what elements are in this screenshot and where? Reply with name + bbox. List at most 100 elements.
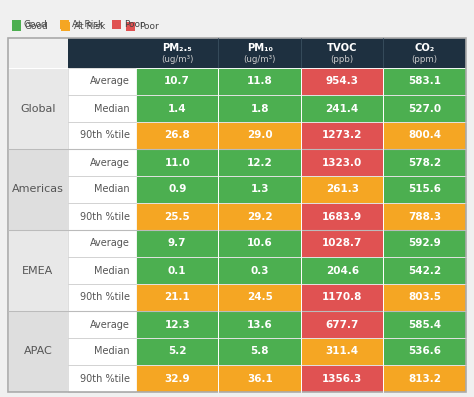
Text: 36.1: 36.1	[247, 374, 273, 384]
Text: 536.6: 536.6	[408, 347, 441, 357]
Bar	[60, 20, 69, 29]
Bar	[68, 311, 136, 338]
Text: Average: Average	[90, 158, 130, 168]
Text: 954.3: 954.3	[326, 77, 359, 87]
Bar	[68, 95, 136, 122]
Text: 1273.2: 1273.2	[322, 131, 363, 141]
Text: Americas: Americas	[12, 185, 64, 195]
Text: 1683.9: 1683.9	[322, 212, 362, 222]
Text: Poor: Poor	[139, 22, 159, 31]
Text: 585.4: 585.4	[408, 320, 441, 330]
Bar	[383, 149, 466, 176]
Text: 13.6: 13.6	[247, 320, 273, 330]
Text: 788.3: 788.3	[408, 212, 441, 222]
Text: 813.2: 813.2	[408, 374, 441, 384]
Text: 241.4: 241.4	[326, 104, 359, 114]
Text: 21.1: 21.1	[164, 293, 190, 303]
Text: 1.8: 1.8	[250, 104, 269, 114]
Text: 11.8: 11.8	[247, 77, 273, 87]
Text: CO₂: CO₂	[415, 42, 435, 52]
Bar	[68, 149, 136, 176]
Text: TVOC: TVOC	[327, 42, 357, 52]
Bar	[219, 257, 301, 284]
Bar	[219, 176, 301, 203]
Bar	[127, 22, 136, 31]
Bar	[219, 284, 301, 311]
Bar	[136, 311, 219, 338]
Text: APAC: APAC	[24, 347, 52, 357]
Text: 1.4: 1.4	[168, 104, 187, 114]
Text: 25.5: 25.5	[164, 212, 190, 222]
Bar	[301, 122, 383, 149]
Text: 542.2: 542.2	[408, 266, 441, 276]
Bar	[8, 230, 68, 311]
Bar	[383, 284, 466, 311]
Bar	[8, 68, 68, 149]
Bar	[301, 311, 383, 338]
Text: 800.4: 800.4	[408, 131, 441, 141]
Text: At Risk: At Risk	[74, 22, 105, 31]
Bar	[136, 176, 219, 203]
Text: 32.9: 32.9	[164, 374, 190, 384]
Bar	[301, 338, 383, 365]
Text: 204.6: 204.6	[326, 266, 359, 276]
Bar	[219, 149, 301, 176]
Text: 1170.8: 1170.8	[322, 293, 363, 303]
Bar	[219, 311, 301, 338]
Bar	[219, 203, 301, 230]
Bar	[68, 338, 136, 365]
Text: 803.5: 803.5	[408, 293, 441, 303]
Text: (ug/m³): (ug/m³)	[161, 55, 193, 64]
Bar	[68, 38, 466, 68]
Text: Average: Average	[90, 77, 130, 87]
Text: 10.7: 10.7	[164, 77, 190, 87]
Text: 0.1: 0.1	[168, 266, 186, 276]
Bar	[8, 311, 68, 392]
Bar	[383, 257, 466, 284]
Text: 24.5: 24.5	[247, 293, 273, 303]
Bar	[301, 203, 383, 230]
Bar	[383, 230, 466, 257]
Text: (ug/m³): (ug/m³)	[244, 55, 276, 64]
Bar	[301, 149, 383, 176]
Text: 5.2: 5.2	[168, 347, 186, 357]
Bar	[61, 22, 70, 31]
Bar	[383, 176, 466, 203]
Text: 592.9: 592.9	[409, 239, 441, 249]
Text: 29.0: 29.0	[247, 131, 273, 141]
Bar	[301, 176, 383, 203]
Text: Poor: Poor	[124, 20, 144, 29]
Bar	[219, 365, 301, 392]
Text: PM₂.₅: PM₂.₅	[163, 42, 192, 52]
Text: 527.0: 527.0	[408, 104, 441, 114]
Text: Median: Median	[94, 104, 130, 114]
Bar	[136, 365, 219, 392]
Text: 578.2: 578.2	[408, 158, 441, 168]
Bar	[136, 230, 219, 257]
Bar	[8, 38, 466, 392]
Text: 90th %tile: 90th %tile	[80, 212, 130, 222]
Bar	[301, 257, 383, 284]
Bar	[136, 95, 219, 122]
Bar	[301, 68, 383, 95]
Text: Global: Global	[20, 104, 56, 114]
Bar	[383, 68, 466, 95]
Bar	[12, 22, 21, 31]
Bar	[301, 230, 383, 257]
Bar	[136, 257, 219, 284]
Bar	[68, 230, 136, 257]
Bar	[136, 68, 219, 95]
Text: 1028.7: 1028.7	[322, 239, 363, 249]
Bar	[8, 149, 68, 230]
Text: 0.3: 0.3	[250, 266, 269, 276]
Bar	[219, 338, 301, 365]
Text: EMEA: EMEA	[22, 266, 54, 276]
Bar	[219, 95, 301, 122]
Bar	[68, 68, 136, 95]
Bar	[383, 122, 466, 149]
Text: 1323.0: 1323.0	[322, 158, 363, 168]
Text: 515.6: 515.6	[408, 185, 441, 195]
Text: At Risk: At Risk	[72, 20, 103, 29]
Bar	[383, 203, 466, 230]
Bar	[383, 338, 466, 365]
